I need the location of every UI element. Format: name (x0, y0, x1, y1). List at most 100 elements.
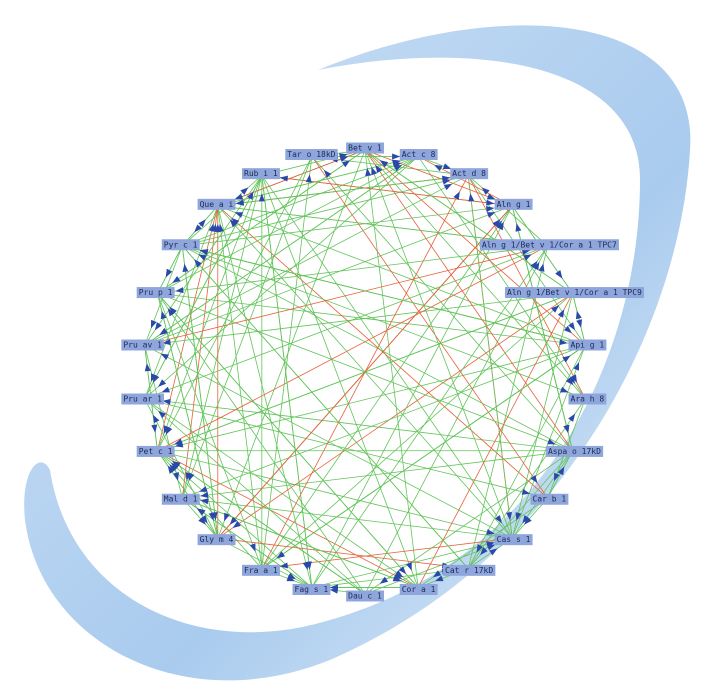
node-box (479, 239, 619, 251)
arrowhead (522, 515, 530, 524)
edge (364, 149, 513, 539)
arrowhead (506, 511, 513, 521)
arrowhead (199, 486, 208, 492)
node-label: Car b 1 (532, 495, 566, 504)
arrowhead (393, 164, 403, 172)
arrowhead (151, 319, 157, 329)
node-box (494, 198, 533, 210)
arrowhead (279, 175, 289, 182)
node-box (399, 149, 438, 161)
arrowhead (547, 438, 556, 445)
arrowhead (158, 379, 167, 387)
arrowhead (232, 520, 241, 528)
arrowhead (573, 362, 579, 371)
arrowhead (560, 386, 569, 393)
arrowhead (575, 310, 582, 320)
edge (144, 175, 469, 346)
edge (364, 245, 549, 595)
node-labels: Bet v 1 Act c 8 Act d 8 Aln g 1 Aln g 1/Bet … (121, 142, 645, 602)
node-box (161, 239, 200, 251)
node-label: Pyr c 1 (164, 240, 198, 249)
arrowhead (247, 191, 254, 200)
arrowhead (494, 515, 502, 524)
node-label: Aspa o 17kD (548, 447, 601, 456)
edge (181, 497, 219, 539)
edge (181, 205, 219, 499)
arrowhead (173, 472, 179, 481)
node-box (450, 168, 489, 180)
arrowhead (198, 516, 206, 525)
arrowhead (200, 515, 208, 524)
node-label: Bet v 1 (348, 144, 382, 153)
edge (182, 175, 469, 247)
edge (364, 149, 513, 207)
arrowhead (392, 575, 402, 582)
edge (157, 293, 419, 588)
node-box (346, 142, 385, 154)
edge (144, 398, 219, 539)
arrowhead (174, 438, 183, 445)
node-box (285, 149, 338, 161)
node-box (161, 493, 200, 505)
edge (547, 450, 573, 499)
arrowhead (563, 325, 572, 334)
edge (181, 245, 219, 539)
arrowhead (199, 249, 209, 256)
arrowhead (563, 424, 570, 434)
arrowhead (568, 413, 576, 422)
node-label: Aln g 1/Bet v 1/Cor a 1 TPC9 (507, 288, 642, 297)
edge (261, 175, 313, 588)
arrowhead (480, 547, 488, 556)
node-box (242, 168, 280, 180)
arrowhead (515, 223, 522, 232)
arrowhead (341, 160, 351, 168)
arrowhead (486, 212, 496, 218)
arrowhead (167, 465, 175, 474)
arrowhead (530, 475, 538, 484)
edge (144, 398, 366, 595)
node-label: Act c 8 (402, 150, 436, 159)
arrowhead (524, 516, 532, 525)
arrowhead (371, 166, 378, 176)
arrowhead (379, 160, 389, 168)
edge (144, 398, 548, 499)
arrowhead (305, 174, 312, 183)
node-label: Ara h 8 (571, 395, 605, 404)
edge (181, 245, 469, 569)
arrowhead (198, 219, 206, 228)
arrowhead (554, 472, 560, 482)
edge (157, 344, 586, 452)
edge (157, 156, 313, 451)
arrowhead (515, 512, 522, 521)
arrowhead (169, 306, 177, 315)
node-box (346, 590, 385, 602)
arrowhead (194, 259, 202, 268)
edge (217, 149, 366, 207)
arrowhead (555, 270, 563, 279)
edge (144, 345, 183, 499)
arrowhead (258, 193, 265, 202)
node-label: Api g 1 (571, 340, 605, 349)
arrowhead (224, 512, 230, 522)
arrowhead (208, 512, 215, 521)
node-label: Mal d 1 (164, 495, 198, 504)
node-box (292, 583, 331, 595)
edge (217, 205, 263, 569)
arrowhead (160, 353, 170, 360)
arrowhead (468, 193, 475, 202)
node-label: Tar o 18kD (287, 150, 335, 159)
edge (217, 205, 313, 588)
edge (417, 497, 548, 588)
arrowhead (486, 199, 495, 206)
edge (217, 292, 573, 539)
arrowhead (162, 339, 171, 346)
node-box (136, 445, 175, 457)
edge (364, 149, 586, 400)
edge (417, 156, 586, 399)
arrowhead (523, 254, 532, 261)
edge (311, 156, 549, 499)
arrowhead (489, 548, 498, 556)
node-box (530, 493, 569, 505)
edge (417, 156, 513, 207)
arrowhead (279, 562, 289, 569)
